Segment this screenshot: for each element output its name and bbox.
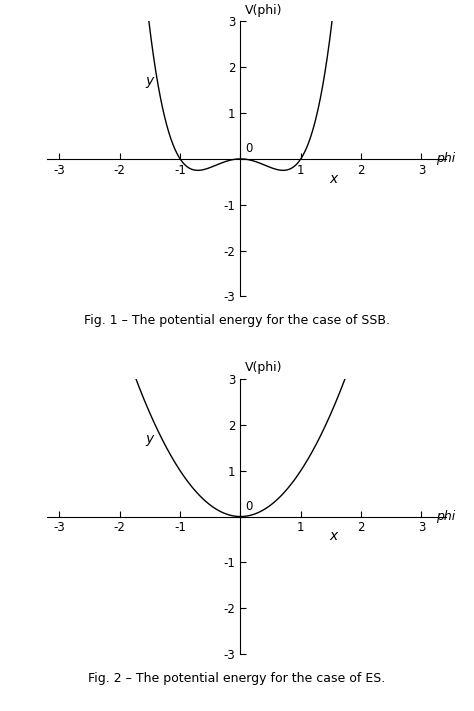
Text: V(phi): V(phi): [245, 4, 283, 17]
Text: x: x: [330, 172, 338, 186]
Text: x: x: [330, 530, 338, 543]
Text: 0: 0: [245, 500, 253, 513]
Text: phi: phi: [437, 510, 456, 523]
Text: V(phi): V(phi): [245, 361, 283, 375]
Text: Fig. 1 – The potential energy for the case of SSB.: Fig. 1 – The potential energy for the ca…: [84, 314, 390, 327]
Text: phi: phi: [437, 152, 456, 166]
Text: y: y: [146, 74, 154, 88]
Text: y: y: [146, 432, 154, 446]
Text: Fig. 2 – The potential energy for the case of ES.: Fig. 2 – The potential energy for the ca…: [88, 672, 386, 685]
Text: 0: 0: [245, 142, 253, 155]
